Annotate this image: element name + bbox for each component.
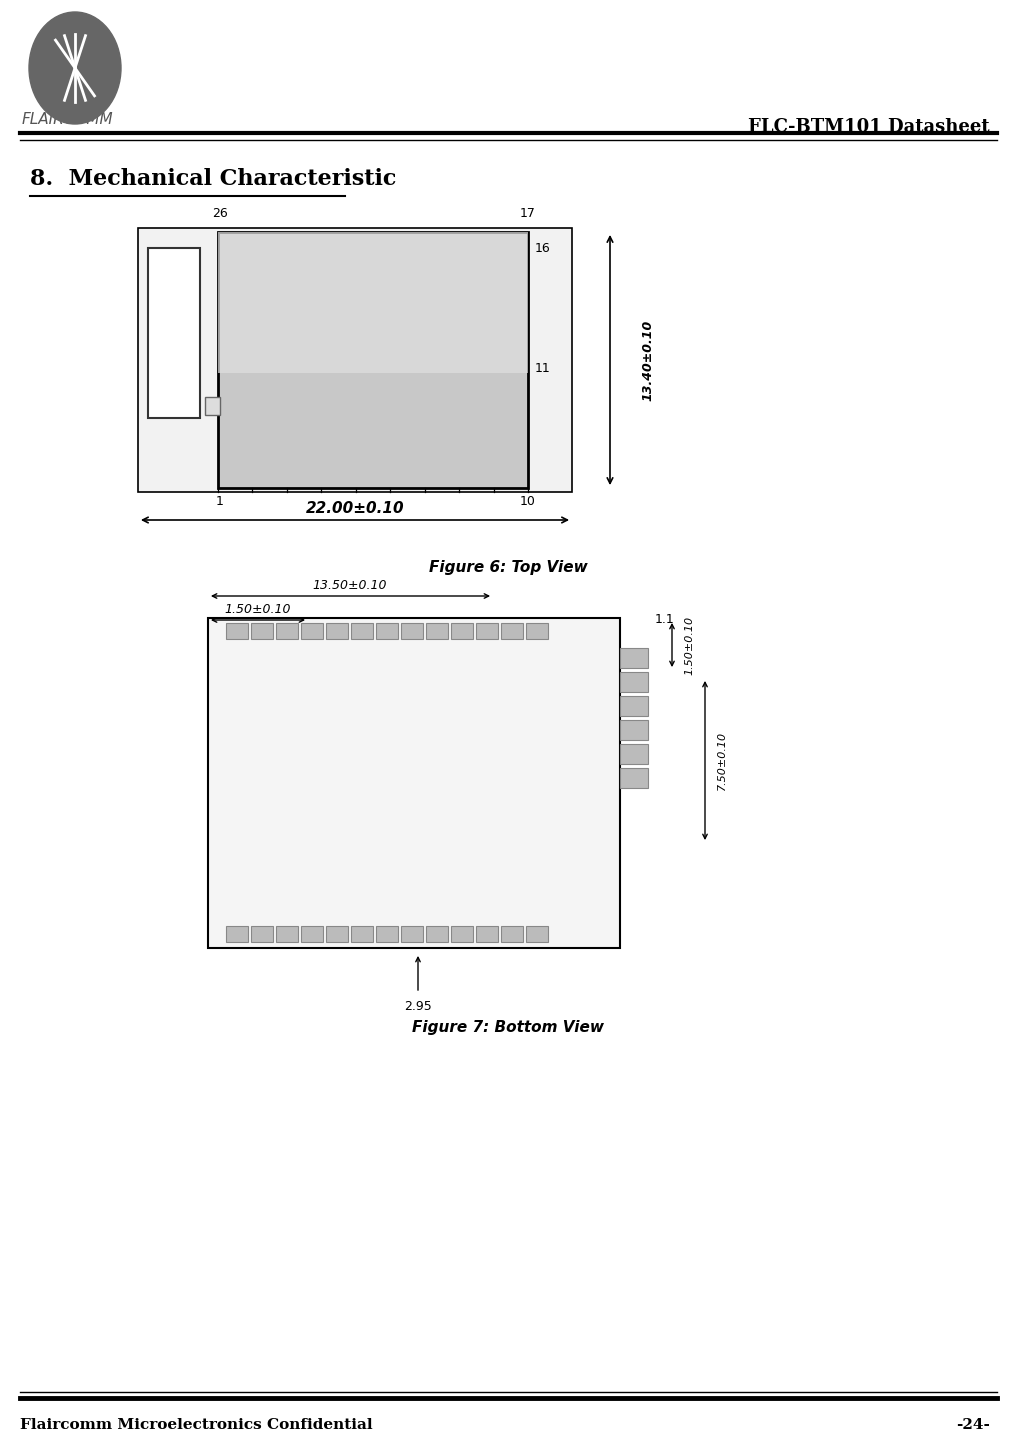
Text: 1.50±0.10: 1.50±0.10 [684, 615, 694, 674]
Bar [401, 623, 423, 638]
Bar [620, 648, 648, 669]
Bar [251, 927, 273, 942]
Text: 13.50±0.10: 13.50±0.10 [313, 579, 387, 592]
Bar [138, 228, 572, 491]
Bar [251, 623, 273, 638]
Bar [426, 927, 448, 942]
Bar [476, 927, 498, 942]
Text: 16: 16 [535, 242, 551, 255]
Bar [301, 927, 323, 942]
Text: Figure 6: Top View: Figure 6: Top View [428, 561, 588, 575]
Bar [501, 623, 523, 638]
Text: 1.50±0.10: 1.50±0.10 [225, 602, 291, 615]
Bar [401, 927, 423, 942]
Ellipse shape [29, 12, 121, 124]
Text: 1: 1 [216, 496, 224, 509]
Text: 26: 26 [213, 208, 228, 220]
Bar [301, 623, 323, 638]
Bar [526, 927, 548, 942]
Bar [218, 232, 528, 488]
Bar [226, 927, 248, 942]
Bar [451, 623, 473, 638]
Bar [426, 623, 448, 638]
Bar [451, 927, 473, 942]
Bar [620, 672, 648, 692]
Bar [620, 768, 648, 788]
Bar [376, 623, 398, 638]
Bar [218, 232, 528, 373]
Bar [526, 623, 548, 638]
Text: 2.95: 2.95 [404, 1000, 432, 1013]
Text: Flaircomm Microelectronics Confidential: Flaircomm Microelectronics Confidential [20, 1418, 372, 1432]
Text: -24-: -24- [956, 1418, 990, 1432]
Text: 1.1: 1.1 [655, 612, 674, 625]
Bar [376, 927, 398, 942]
Text: Figure 7: Bottom View: Figure 7: Bottom View [412, 1020, 604, 1035]
Bar [476, 623, 498, 638]
Bar [148, 248, 200, 418]
Bar [620, 744, 648, 764]
Bar [226, 623, 248, 638]
Bar [620, 696, 648, 716]
Text: 13.40±0.10: 13.40±0.10 [642, 320, 655, 401]
Text: 8.  Mechanical Characteristic: 8. Mechanical Characteristic [29, 169, 397, 190]
Text: FLAIRCOMM: FLAIRCOMM [22, 112, 114, 127]
Text: 7.50±0.10: 7.50±0.10 [717, 731, 727, 790]
Text: 22.00±0.10: 22.00±0.10 [306, 501, 405, 516]
Bar [205, 398, 220, 415]
Bar [620, 720, 648, 741]
Bar [326, 623, 348, 638]
Bar [351, 623, 373, 638]
Text: 17: 17 [520, 208, 536, 220]
Bar [501, 927, 523, 942]
Text: 10: 10 [520, 496, 536, 509]
Bar [326, 927, 348, 942]
Text: 11: 11 [535, 362, 551, 375]
Bar [276, 927, 298, 942]
Bar [276, 623, 298, 638]
Bar [351, 927, 373, 942]
Bar [208, 618, 620, 948]
Text: FLC-BTM101 Datasheet: FLC-BTM101 Datasheet [749, 118, 990, 135]
